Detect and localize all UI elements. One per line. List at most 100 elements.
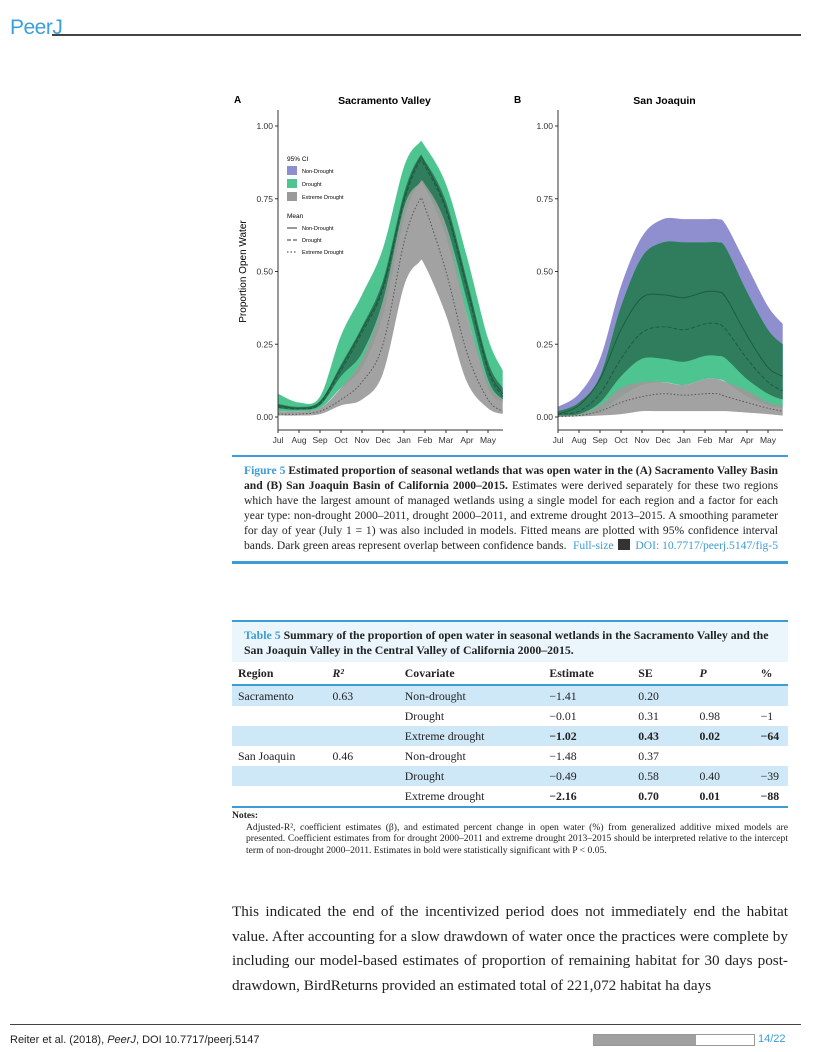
legend-item-label: Non-Drought [302, 169, 334, 175]
table-cell: −1 [760, 708, 774, 723]
table-cell: 0.20 [632, 685, 694, 706]
table-cell: −39 [754, 766, 788, 786]
x-tick-label: Jan [397, 435, 411, 445]
chart-title: San Joaquin [633, 95, 695, 107]
table-notes: Notes: Adjusted-R², coefficient estimate… [232, 810, 788, 856]
peerj-logo: PeerJ [10, 16, 63, 39]
table-cell: −0.49 [543, 766, 633, 786]
table-cell: Drought [404, 708, 445, 723]
footer-rule [10, 1024, 801, 1025]
x-tick-label: May [760, 435, 777, 445]
y-tick-label: 0.25 [256, 339, 273, 349]
legend-swatch [287, 166, 297, 175]
table-cell: 0.46 [332, 748, 354, 763]
table-cell: 0.40 [693, 766, 755, 786]
y-tick-label: 0.50 [256, 267, 273, 277]
table-cell: −2.16 [543, 786, 633, 808]
table-cell: Drought [398, 766, 544, 786]
image-icon[interactable] [618, 539, 631, 550]
mean-line-extreme-drought [557, 392, 783, 417]
x-tick-label: Oct [614, 435, 628, 445]
legend-swatch [287, 179, 297, 188]
column-header: P [693, 662, 755, 686]
table-cell [327, 706, 399, 726]
mean-line-extreme-drought [277, 197, 504, 415]
legend-item-label: Extreme Drought [302, 250, 344, 256]
legend-item-label: Non-Drought [302, 226, 334, 232]
table-cell [326, 766, 399, 786]
x-tick-label: Feb [418, 435, 433, 445]
notes-text: Adjusted-R², coefficient estimates (β), … [246, 821, 788, 856]
y-axis-label: Proportion Open Water [238, 220, 249, 323]
table-cell [326, 726, 399, 746]
table-cell: Non-drought [398, 685, 544, 706]
x-tick-label: Aug [291, 435, 306, 445]
doi-link[interactable]: DOI: 10.7717/peerj.5147/fig-5 [635, 539, 778, 552]
table-cell: 0.63 [326, 685, 399, 706]
figure-caption-text: Estimates were derived separately for th… [244, 479, 778, 552]
table-cell: 0.02 [693, 726, 755, 746]
table-cell [754, 685, 788, 706]
table-5: Table 5 Summary of the proportion of ope… [232, 620, 788, 808]
table-title: Table 5 Summary of the proportion of ope… [232, 622, 788, 662]
figure-caption: Figure 5 Estimated proportion of seasona… [232, 455, 788, 564]
legend: 95% CI Non-Drought Drought Extreme Drought M… [287, 156, 344, 256]
table-cell: 0.43 [632, 726, 694, 746]
x-tick-label: Nov [354, 435, 370, 445]
table-cell: −88 [754, 786, 788, 808]
table-row: Sacramento 0.63 Non-drought −1.41 0.20 [232, 685, 788, 706]
table-cell: 0.98 [699, 708, 721, 723]
legend-item-label: Extreme Drought [302, 195, 344, 201]
x-tick-label: Apr [740, 435, 753, 445]
table-row: Drought −0.01 0.31 0.98 −1 [232, 706, 788, 726]
x-tick-label: Jul [553, 435, 564, 445]
figure-label: Figure 5 [244, 464, 286, 477]
table-cell: 0.58 [632, 766, 694, 786]
table-cell [232, 726, 327, 746]
ci-band-extreme-drought [558, 378, 783, 417]
table-cell [755, 746, 788, 766]
table-cell [693, 746, 754, 766]
mean-line-drought [277, 159, 504, 410]
table-cell [693, 685, 755, 706]
figure-5: A Sacramento Valley Proportion Open Water 0… [234, 95, 783, 445]
column-header: R² [326, 662, 399, 686]
y-tick-label: 0.00 [536, 412, 553, 422]
table-cell: −0.01 [549, 708, 577, 723]
table-row: Extreme drought −2.16 0.70 0.01 −88 [232, 786, 788, 808]
table-title-text: Summary of the proportion of open water … [244, 628, 769, 657]
notes-title: Notes: [232, 810, 259, 821]
table-cell: −1.41 [543, 685, 633, 706]
column-header: Region [232, 662, 327, 686]
citation-doi: , DOI 10.7717/peerj.5147 [135, 1034, 260, 1046]
y-tick-label: 0.50 [536, 267, 553, 277]
table-cell: 0.31 [638, 708, 659, 723]
x-tick-label: Mar [439, 435, 454, 445]
mean-line-non-drought [557, 290, 783, 415]
y-tick-label: 0.75 [536, 194, 553, 204]
column-header: % [754, 662, 788, 686]
citation-journal: PeerJ [107, 1034, 136, 1046]
table-row: Drought −0.49 0.58 0.40 −39 [232, 766, 788, 786]
mean-line-non-drought [277, 156, 504, 409]
legend-item-label: Drought [302, 238, 322, 244]
ci-band-extreme-drought [278, 180, 503, 416]
table-cell: −1.48 [549, 748, 577, 763]
table-cell: −64 [754, 726, 788, 746]
column-header: Estimate [543, 662, 633, 686]
x-tick-label: Feb [698, 435, 713, 445]
table-cell [326, 786, 399, 808]
y-tick-label: 0.00 [256, 412, 273, 422]
chart-title: Sacramento Valley [338, 95, 431, 107]
column-header: Covariate [398, 662, 544, 686]
page-number: 14/22 [758, 1033, 786, 1045]
figure-title: Estimated proportion of seasonal wetland… [244, 464, 778, 492]
x-tick-label: Nov [634, 435, 650, 445]
panel-label: A [234, 95, 241, 106]
x-tick-label: Apr [460, 435, 473, 445]
full-size-link[interactable]: Full-size [572, 539, 614, 552]
x-tick-label: Sep [312, 435, 327, 445]
ci-overlap-band [558, 241, 783, 416]
x-tick-label: Dec [375, 435, 391, 445]
legend-swatch [287, 192, 297, 201]
